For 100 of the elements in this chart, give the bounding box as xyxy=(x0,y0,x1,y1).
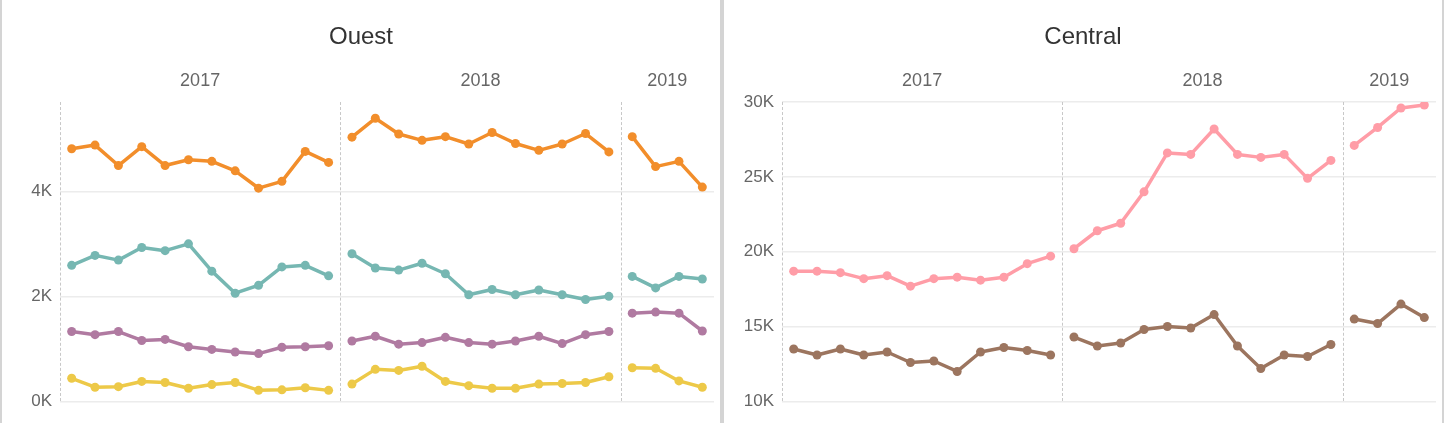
point xyxy=(999,272,1009,282)
point xyxy=(230,377,240,387)
text: 2019 xyxy=(1368,70,1411,91)
text: 2018 xyxy=(459,70,502,91)
point xyxy=(604,372,614,382)
point xyxy=(417,361,427,371)
point xyxy=(581,129,591,139)
point xyxy=(394,339,404,349)
point xyxy=(557,290,567,300)
text: 2019 xyxy=(646,70,689,91)
point xyxy=(976,275,986,285)
point xyxy=(999,343,1009,353)
point xyxy=(277,176,287,186)
point xyxy=(300,342,310,352)
point xyxy=(1303,351,1313,361)
point xyxy=(113,161,123,171)
y-tick-label: 10K xyxy=(743,391,775,411)
point xyxy=(952,366,962,376)
point xyxy=(254,183,264,193)
point xyxy=(183,155,193,165)
text: 2017 xyxy=(179,70,222,91)
point xyxy=(1396,103,1406,113)
point xyxy=(674,156,684,166)
point xyxy=(207,344,217,354)
point xyxy=(651,283,661,293)
point xyxy=(417,135,427,145)
point xyxy=(137,376,147,386)
point xyxy=(1419,102,1429,110)
chart-title: Ouest xyxy=(328,21,394,51)
point xyxy=(464,381,474,391)
point xyxy=(651,363,661,373)
point xyxy=(1209,310,1219,320)
y-tick-label: 4K xyxy=(31,180,53,200)
point xyxy=(67,260,77,270)
point xyxy=(1232,341,1242,351)
point xyxy=(882,347,892,357)
point xyxy=(254,385,264,395)
point xyxy=(835,268,845,278)
point xyxy=(417,338,427,348)
point xyxy=(1326,340,1336,350)
point xyxy=(1209,124,1219,134)
point xyxy=(137,142,147,152)
point xyxy=(1139,325,1149,335)
point xyxy=(952,272,962,282)
point xyxy=(1279,149,1289,159)
point xyxy=(277,385,287,395)
point xyxy=(324,385,334,395)
point xyxy=(370,113,380,123)
point xyxy=(1256,363,1266,373)
point xyxy=(1326,155,1336,165)
point xyxy=(254,280,264,290)
point xyxy=(905,281,915,291)
point xyxy=(627,308,637,318)
point xyxy=(160,377,170,387)
point xyxy=(183,342,193,352)
point xyxy=(1373,319,1383,329)
point xyxy=(300,383,310,393)
point xyxy=(604,291,614,301)
point xyxy=(1373,122,1383,132)
point xyxy=(651,307,661,317)
point xyxy=(137,243,147,252)
point xyxy=(510,336,520,346)
point xyxy=(627,271,637,281)
point xyxy=(1022,346,1032,355)
point xyxy=(487,285,497,295)
point xyxy=(160,334,170,344)
point xyxy=(1303,173,1313,183)
point xyxy=(207,266,217,276)
point xyxy=(557,339,567,349)
point xyxy=(464,338,474,348)
point xyxy=(113,255,123,265)
point xyxy=(440,376,450,386)
point xyxy=(300,260,310,270)
point xyxy=(510,290,520,300)
point xyxy=(300,146,310,156)
point xyxy=(440,332,450,342)
point xyxy=(230,288,240,298)
point xyxy=(1162,148,1172,158)
text: 2018 xyxy=(1181,70,1224,91)
point xyxy=(1419,313,1429,323)
point xyxy=(674,376,684,386)
point xyxy=(1116,338,1126,348)
point xyxy=(347,132,357,142)
point xyxy=(160,246,170,256)
point xyxy=(1396,299,1406,309)
point xyxy=(1279,350,1289,360)
point xyxy=(812,266,822,276)
text: 2017 xyxy=(901,70,944,91)
point xyxy=(581,295,591,304)
point xyxy=(1046,350,1056,360)
point xyxy=(697,274,707,284)
point xyxy=(113,327,123,337)
point xyxy=(183,239,193,249)
point xyxy=(370,331,380,341)
point xyxy=(464,290,474,300)
point xyxy=(859,350,869,360)
point xyxy=(604,327,614,337)
point xyxy=(1116,218,1126,228)
point xyxy=(394,265,404,275)
point xyxy=(230,347,240,357)
